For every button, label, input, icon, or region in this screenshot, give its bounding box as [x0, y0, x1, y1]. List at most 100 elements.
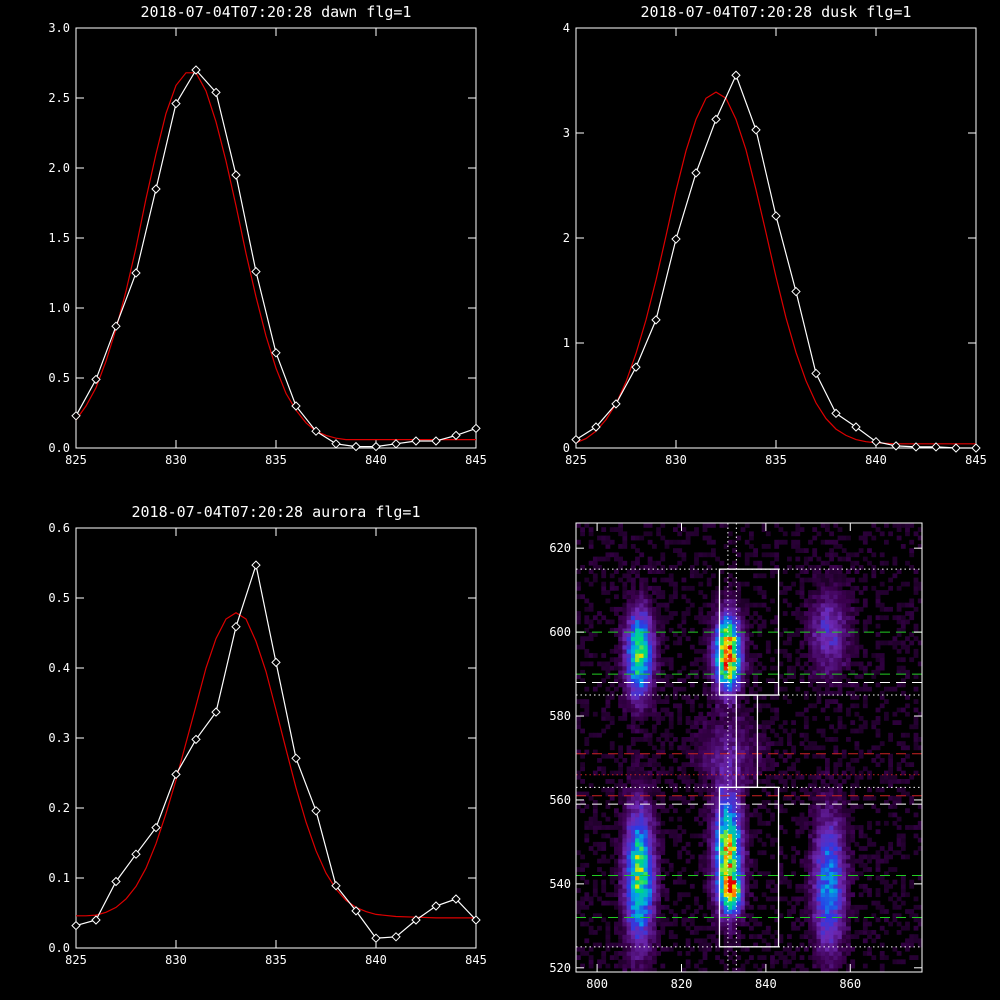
heatmap-cell — [778, 808, 784, 814]
heatmap-cell — [715, 930, 720, 935]
heatmap-cell — [622, 904, 628, 910]
heatmap-cell — [850, 644, 856, 650]
heatmap-cell — [652, 930, 657, 935]
heatmap-cell — [719, 800, 725, 805]
heatmap-cell — [816, 854, 822, 860]
heatmap-cell — [820, 640, 826, 646]
heatmap-cell — [622, 573, 628, 579]
heatmap-cell — [757, 732, 763, 738]
heatmap-cell — [635, 615, 640, 621]
heatmap-cell — [618, 942, 623, 948]
heatmap-cell — [681, 632, 687, 637]
heatmap-cell — [597, 619, 602, 625]
heatmap-cell — [846, 846, 851, 851]
heatmap-cell — [685, 695, 691, 700]
heatmap-cell — [909, 795, 915, 801]
heatmap-cell — [740, 917, 746, 923]
heatmap-cell — [660, 846, 666, 851]
heatmap-cell — [618, 695, 623, 700]
heatmap-cell — [652, 900, 657, 906]
heatmap-cell — [656, 615, 661, 621]
heatmap-cell — [723, 925, 729, 931]
heatmap-cell — [791, 904, 796, 910]
heatmap-cell — [614, 644, 619, 650]
heatmap-cell — [656, 917, 661, 923]
heatmap-cell — [635, 879, 640, 885]
heatmap-cell — [841, 825, 847, 830]
heatmap-cell — [850, 682, 856, 688]
heatmap-cell — [635, 766, 640, 772]
heatmap-cell — [592, 800, 598, 805]
heatmap-cell — [820, 888, 826, 893]
heatmap-cell — [660, 921, 666, 927]
heatmap-cell — [626, 611, 632, 616]
heatmap-cell — [630, 762, 636, 767]
heatmap-cell — [668, 753, 674, 759]
heatmap-cell — [723, 871, 729, 877]
heatmap-cell — [668, 674, 674, 679]
heatmap-cell — [647, 737, 653, 742]
heatmap-cell — [765, 833, 771, 839]
heatmap-cell — [850, 598, 856, 604]
heatmap-cell — [639, 640, 645, 646]
heatmap-cell — [643, 606, 649, 612]
heatmap-cell — [723, 913, 729, 919]
heatmap-cell — [846, 590, 851, 595]
heatmap-cell — [601, 728, 607, 734]
heatmap-cell — [740, 896, 746, 902]
heatmap-cell — [592, 816, 598, 822]
heatmap-cell — [850, 816, 856, 822]
heatmap-cell — [867, 548, 872, 553]
heatmap-cell — [630, 858, 636, 864]
heatmap-cell — [816, 665, 822, 671]
heatmap-cell — [635, 686, 640, 692]
data-point-marker — [411, 436, 421, 446]
heatmap-cell — [647, 959, 653, 965]
heatmap-cell — [609, 619, 615, 625]
heatmap-cell — [635, 904, 640, 910]
heatmap-cell — [833, 820, 839, 826]
heatmap-cell — [850, 590, 856, 595]
heatmap-cell — [820, 896, 826, 902]
heatmap-cell — [719, 653, 725, 658]
heatmap-cell — [601, 707, 607, 713]
heatmap-cell — [892, 573, 898, 579]
heatmap-cell — [782, 808, 788, 814]
heatmap-cell — [816, 573, 822, 579]
data-point-marker — [731, 70, 741, 80]
heatmap-cell — [584, 636, 590, 642]
heatmap-cell — [812, 837, 818, 843]
heatmap-cell — [639, 804, 645, 809]
heatmap-cell — [825, 527, 830, 532]
heatmap-cell — [601, 766, 607, 772]
data-point-marker — [211, 707, 221, 717]
heatmap-cell — [601, 665, 607, 671]
heatmap-cell — [660, 594, 666, 600]
heatmap-cell — [673, 787, 678, 793]
heatmap-cell — [900, 900, 906, 906]
heatmap-cell — [681, 577, 687, 583]
heatmap-cell — [892, 779, 898, 784]
heatmap-cell — [875, 900, 881, 906]
heatmap-cell — [833, 682, 839, 688]
heatmap-cell — [652, 619, 657, 625]
heatmap-cell — [770, 552, 775, 558]
heatmap-cell — [795, 883, 801, 889]
heatmap-cell — [820, 963, 826, 969]
heatmap-cell — [736, 812, 742, 818]
heatmap-cell — [837, 682, 843, 688]
heatmap-cell — [740, 766, 746, 772]
heatmap-cell — [660, 623, 666, 629]
heatmap-cell — [706, 619, 712, 625]
heatmap-cell — [825, 716, 830, 721]
heatmap-cell — [799, 585, 805, 591]
heatmap-cell — [736, 585, 742, 591]
heatmap-cell — [656, 871, 661, 877]
heatmap-cell — [647, 800, 653, 805]
heatmap-cell — [652, 812, 657, 818]
heatmap-cell — [829, 900, 834, 906]
heatmap-cell — [635, 556, 640, 562]
data-point-marker — [371, 441, 381, 452]
heatmap-cell — [761, 728, 767, 734]
heatmap-cell — [605, 946, 611, 952]
